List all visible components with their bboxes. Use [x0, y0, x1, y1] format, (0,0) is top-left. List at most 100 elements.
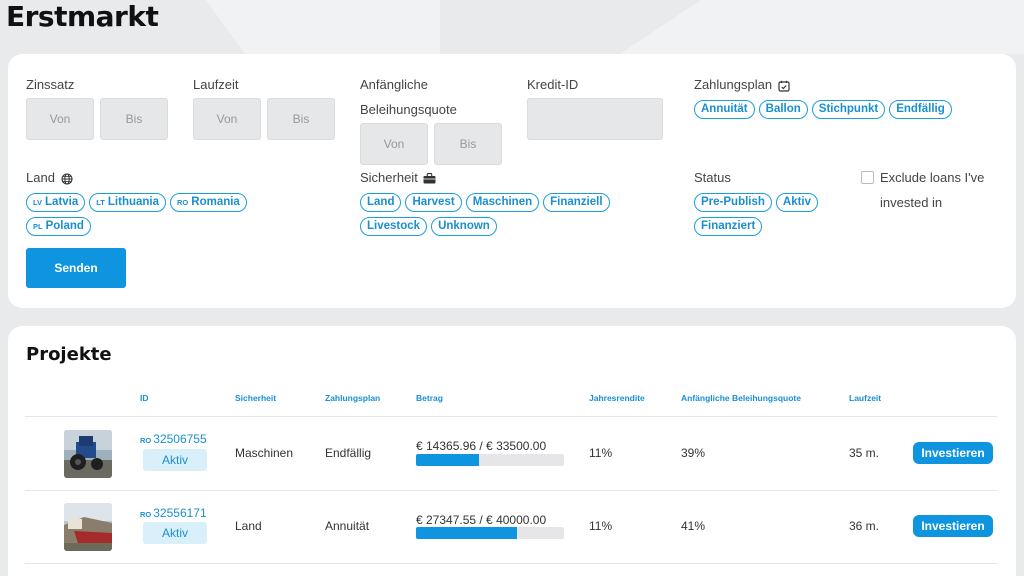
row-beleihungsquote: 39%	[681, 446, 706, 460]
exclude-invested-checkbox[interactable]	[861, 171, 874, 184]
land-chips: LV Latvia LT Lithuania RO Romania PL Poland	[26, 193, 286, 236]
row-divider	[25, 416, 997, 417]
zinssatz-to-input[interactable]: Bis	[100, 98, 168, 140]
funding-progress-bar	[416, 527, 564, 539]
column-header-beleihungsquote: Anfängliche Beleihungsquote	[681, 393, 801, 403]
chip-latvia[interactable]: LV Latvia	[26, 193, 86, 212]
column-header-laufzeit: Laufzeit	[849, 393, 882, 403]
chip-annuitaet[interactable]: Annuität	[694, 100, 755, 119]
country-name: Poland	[45, 220, 84, 232]
zahlungsplan-label: Zahlungsplan	[694, 72, 790, 97]
column-header-betrag: Betrag	[416, 393, 443, 403]
laufzeit-label: Laufzeit	[193, 77, 239, 92]
column-header-sicherheit: Sicherheit	[235, 393, 277, 403]
row-beleihungsquote: 41%	[681, 519, 706, 533]
projects-title: Projekte	[26, 344, 112, 365]
country-code: LV	[33, 198, 43, 207]
zinssatz-from-input[interactable]: Von	[26, 98, 94, 140]
ltv-label-line2: Beleihungsquote	[360, 102, 457, 117]
country-code: RO	[177, 198, 189, 207]
loan-id-link[interactable]: RO 32556171	[140, 506, 207, 520]
status-badge: Aktiv	[143, 522, 207, 544]
row-laufzeit: 35 m.	[849, 446, 880, 460]
tractor-photo	[64, 430, 112, 478]
chip-land[interactable]: Land	[360, 193, 402, 212]
exclude-label-line1: Exclude loans I've	[880, 170, 985, 185]
sicherheit-label-text: Sicherheit	[360, 170, 418, 185]
row-sicherheit: Land	[235, 519, 262, 533]
project-thumbnail[interactable]	[64, 430, 112, 478]
chip-harvest[interactable]: Harvest	[405, 193, 462, 212]
kredit-id-input[interactable]	[527, 98, 663, 140]
country-name: Romania	[191, 196, 240, 208]
land-photo	[64, 503, 112, 551]
status-badge: Aktiv	[143, 449, 207, 471]
loan-id: 32506755	[153, 432, 207, 446]
zahlungsplan-chips: Annuität Ballon Stichpunkt Endfällig	[694, 100, 994, 119]
row-laufzeit: 36 m.	[849, 519, 880, 533]
row-jahresrendite: 11%	[589, 446, 613, 460]
country-code: RO	[140, 510, 152, 519]
chip-livestock[interactable]: Livestock	[360, 217, 428, 236]
land-label: Land	[26, 165, 73, 190]
calendar-check-icon	[778, 80, 790, 92]
ltv-label-line1: Anfängliche	[360, 77, 428, 92]
country-name: Latvia	[45, 196, 79, 208]
row-divider	[25, 563, 997, 564]
funding-progress-bar	[416, 454, 564, 466]
country-name: Lithuania	[107, 196, 160, 208]
ltv-from-input[interactable]: Von	[360, 123, 428, 165]
country-code: PL	[33, 222, 43, 231]
row-divider	[25, 490, 997, 491]
chip-maschinen[interactable]: Maschinen	[465, 193, 540, 212]
chip-romania[interactable]: RO Romania	[170, 193, 247, 212]
zahlungsplan-label-text: Zahlungsplan	[694, 77, 773, 92]
laufzeit-to-input[interactable]: Bis	[267, 98, 335, 140]
globe-icon	[60, 173, 73, 185]
chip-endfaellig[interactable]: Endfällig	[889, 100, 952, 119]
status-label: Status	[694, 170, 731, 185]
row-zahlungsplan: Annuität	[325, 519, 370, 533]
briefcase-icon	[423, 173, 436, 184]
row-jahresrendite: 11%	[589, 519, 613, 533]
page-title: Erstmarkt	[6, 0, 159, 33]
ltv-to-input[interactable]: Bis	[434, 123, 502, 165]
project-thumbnail[interactable]	[64, 503, 112, 551]
funding-progress-fill	[416, 454, 480, 466]
column-header-id: ID	[140, 393, 149, 403]
chip-finanziell[interactable]: Finanziell	[543, 193, 610, 212]
chip-stichpunkt[interactable]: Stichpunkt	[811, 100, 886, 119]
row-betrag: € 27347.55 / € 40000.00	[416, 513, 547, 527]
country-code: LT	[96, 198, 105, 207]
exclude-label-line2: invested in	[880, 195, 943, 210]
chip-poland[interactable]: PL Poland	[26, 217, 91, 236]
country-code: RO	[140, 436, 152, 445]
column-header-jahresrendite: Jahresrendite	[589, 393, 645, 403]
row-betrag: € 14365.96 / € 33500.00	[416, 439, 547, 453]
row-sicherheit: Maschinen	[235, 446, 294, 460]
submit-button[interactable]: Senden	[26, 248, 126, 288]
row-zahlungsplan: Endfällig	[325, 446, 372, 460]
laufzeit-from-input[interactable]: Von	[193, 98, 261, 140]
sicherheit-label: Sicherheit	[360, 165, 436, 190]
chip-finanziert[interactable]: Finanziert	[694, 217, 763, 236]
projects-panel: Projekte ID Sicherheit Zahlungsplan Betr…	[8, 326, 1016, 576]
status-chips: Pre-Publish Aktiv Finanziert	[694, 193, 844, 236]
chip-unknown[interactable]: Unknown	[431, 217, 497, 236]
zinssatz-label: Zinssatz	[26, 77, 75, 92]
chip-aktiv[interactable]: Aktiv	[775, 193, 819, 212]
invest-button[interactable]: Investieren	[913, 442, 993, 464]
loan-id-link[interactable]: RO 32506755	[140, 432, 207, 446]
invest-button[interactable]: Investieren	[913, 515, 993, 537]
loan-id: 32556171	[153, 506, 207, 520]
chip-lithuania[interactable]: LT Lithuania	[89, 193, 167, 212]
filter-panel: Zinssatz Von Bis Laufzeit Von Bis Anfäng…	[8, 54, 1016, 308]
land-label-text: Land	[26, 170, 55, 185]
background-shape	[620, 0, 1024, 54]
chip-ballon[interactable]: Ballon	[758, 100, 808, 119]
sicherheit-chips: Land Harvest Maschinen Finanziell Livest…	[360, 193, 630, 236]
chip-pre-publish[interactable]: Pre-Publish	[694, 193, 772, 212]
background-shape	[206, 0, 440, 54]
funding-progress-fill	[416, 527, 518, 539]
column-header-zahlungsplan: Zahlungsplan	[325, 393, 381, 403]
